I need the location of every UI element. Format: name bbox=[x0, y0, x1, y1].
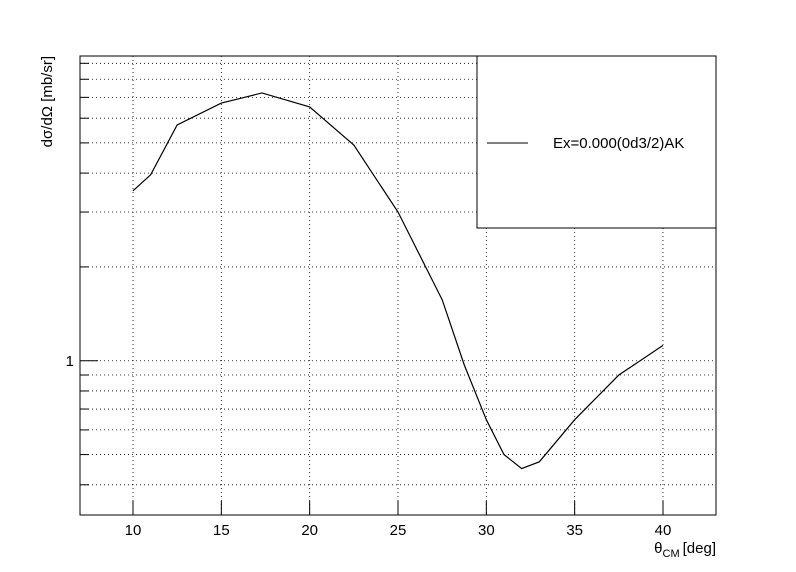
legend-label: Ex=0.000(0d3/2)AK bbox=[553, 135, 684, 152]
y-axis-title: dσ/dΩ [mb/sr] bbox=[39, 56, 56, 147]
legend: Ex=0.000(0d3/2)AK bbox=[476, 55, 717, 229]
x-tick-label: 25 bbox=[390, 522, 407, 539]
x-axis-title: θCM [deg] bbox=[654, 540, 716, 560]
x-tick-label: 40 bbox=[655, 522, 672, 539]
x-axis-unit: [deg] bbox=[683, 540, 716, 557]
series-line bbox=[132, 92, 664, 470]
x-tick-label: 15 bbox=[213, 522, 230, 539]
x-tick-label: 20 bbox=[301, 522, 318, 539]
y-tick-label: 1 bbox=[66, 353, 74, 370]
x-axis-symbol: θ bbox=[654, 540, 662, 557]
x-axis-subscript: CM bbox=[663, 548, 680, 560]
x-tick-label: 30 bbox=[478, 522, 495, 539]
x-tick-label: 10 bbox=[125, 522, 142, 539]
x-tick-label: 35 bbox=[566, 522, 583, 539]
legend-box bbox=[476, 55, 717, 229]
